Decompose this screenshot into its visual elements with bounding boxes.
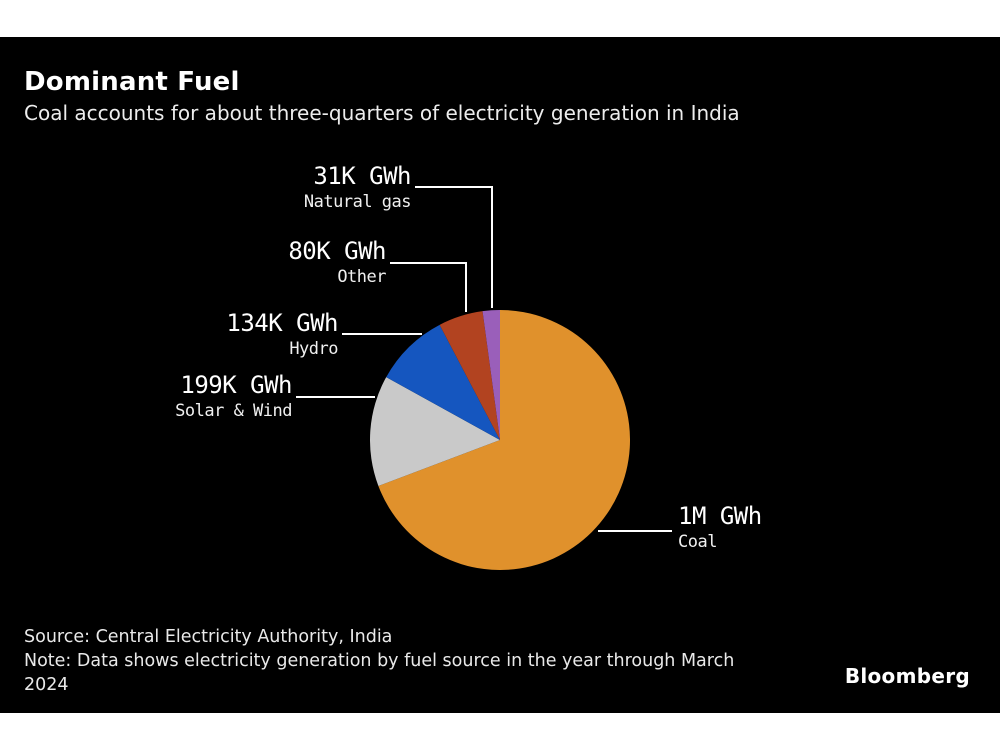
note-line: Note: Data shows electricity generation … (24, 651, 735, 695)
callout-value: 1M GWh (678, 502, 762, 530)
pie-slice-natural-gas (482, 310, 500, 440)
callout-value: 199K GWh (180, 371, 292, 399)
callout-natural-gas: 31K GWh Natural gas (303, 161, 412, 213)
callout-coal: 1M GWh Coal (678, 501, 762, 553)
bloomberg-logo: Bloomberg (844, 664, 970, 688)
leader-line-other (390, 262, 467, 312)
leader-line-natural-gas (415, 186, 493, 308)
callout-value: 31K GWh (313, 162, 411, 190)
callout-label: Coal (678, 532, 717, 552)
callout-other: 80K GWh Other (288, 236, 386, 288)
page-subtitle: Coal accounts for about three-quarters o… (24, 101, 740, 125)
chart-canvas: Dominant Fuel Coal accounts for about th… (0, 37, 1000, 713)
callout-label: Other (337, 267, 386, 287)
callout-label: Solar & Wind (175, 401, 292, 421)
callout-label: Natural gas (303, 192, 412, 212)
callout-label: Hydro (289, 339, 338, 359)
pie-chart (370, 310, 630, 570)
callout-value: 134K GWh (226, 309, 338, 337)
pie-slice-coal (378, 310, 630, 570)
callout-hydro: 134K GWh Hydro (226, 308, 338, 360)
pie-slice-hydro (386, 324, 500, 440)
callout-solar-wind: 199K GWh Solar & Wind (175, 370, 292, 422)
callout-value: 80K GWh (288, 237, 386, 265)
source-line: Source: Central Electricity Authority, I… (24, 627, 393, 647)
page-title: Dominant Fuel (24, 67, 240, 97)
pie-slice-other (439, 311, 500, 440)
pie-slice-solar-wind (370, 377, 500, 486)
